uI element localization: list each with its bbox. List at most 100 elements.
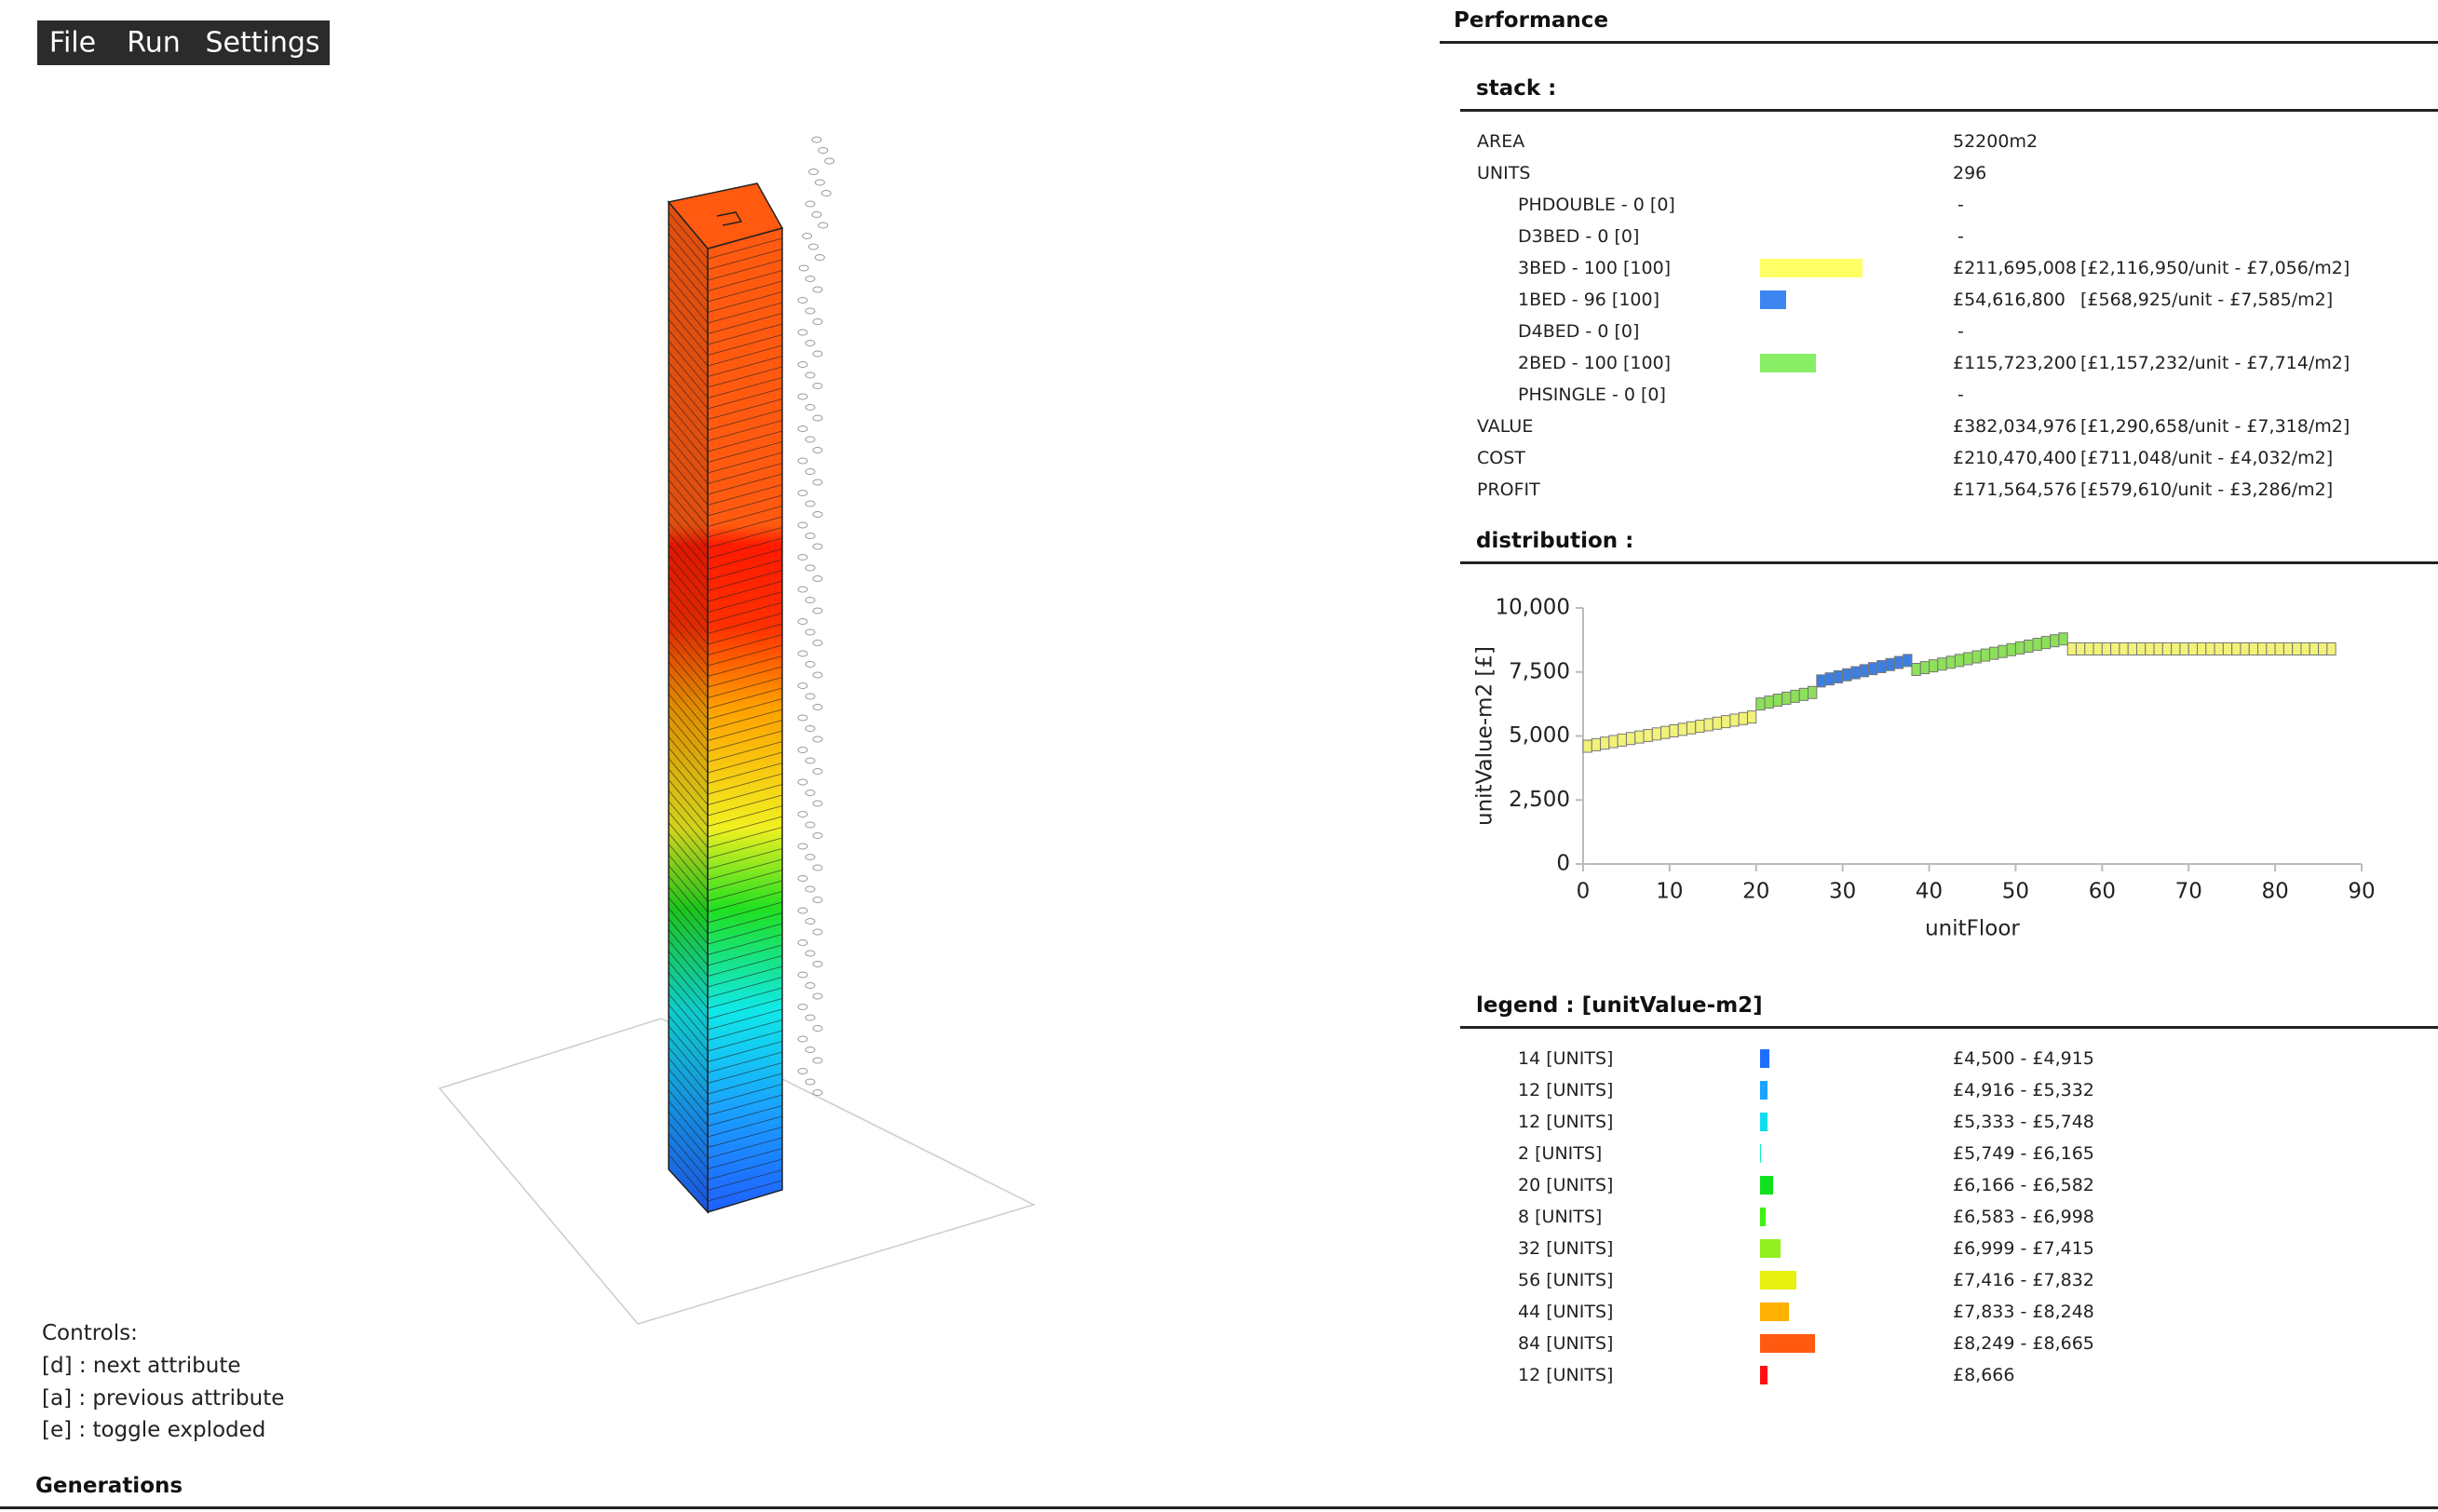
legend-range: £7,833 - £8,248: [1953, 1302, 2094, 1322]
floor-line: [668, 415, 783, 463]
floor-line: [668, 1036, 783, 1084]
floor-tag: [805, 982, 816, 989]
floor-line: [668, 458, 783, 506]
floor-tag: [812, 1057, 823, 1064]
floor-line: [668, 351, 783, 398]
floor-line: [668, 972, 783, 1019]
x-tick-label: 90: [2348, 880, 2375, 904]
legend-count: 56 [UNITS]: [1518, 1270, 1614, 1290]
floor-line: [668, 1143, 783, 1191]
floor-tag: [811, 211, 822, 218]
floor-line: [668, 276, 783, 324]
floor-line: [668, 437, 783, 484]
point: [1833, 669, 1844, 683]
menu-item[interactable]: Run: [127, 26, 181, 60]
floor-line: [668, 875, 783, 924]
floor-tag: [797, 361, 808, 368]
row-label: AREA: [1477, 131, 1525, 152]
floor-line: [668, 404, 783, 452]
floor-line: [668, 608, 783, 655]
legend-range: £6,166 - £6,582: [1953, 1175, 2094, 1195]
point: [1963, 652, 1973, 666]
floor-tag: [812, 575, 823, 582]
point: [1651, 727, 1662, 741]
floor-tag: [812, 736, 823, 743]
point: [1686, 721, 1697, 735]
legend-range: £4,916 - £5,332: [1953, 1080, 2094, 1100]
point: [2179, 642, 2189, 655]
point: [2014, 641, 2025, 655]
floor-tag: [812, 447, 823, 453]
floor-line: [668, 951, 783, 998]
generations-rule: [0, 1506, 2438, 1509]
floor-line: [668, 832, 783, 881]
floor-line: [668, 768, 783, 817]
unit-type-label: PHSINGLE - 0 [0]: [1518, 385, 1666, 405]
floor-line: [668, 501, 783, 548]
floor-line: [668, 1089, 783, 1138]
floor-line: [668, 886, 783, 934]
point: [1980, 648, 1991, 662]
floor-tag: [805, 1078, 816, 1086]
legend-bar: [1760, 1366, 1768, 1384]
control-hint: [a] : previous attribute: [42, 1385, 285, 1411]
floor-line: [668, 340, 783, 388]
point: [1746, 710, 1757, 724]
point: [2127, 642, 2137, 655]
legend-count: 44 [UNITS]: [1518, 1302, 1614, 1322]
x-tick-label: 10: [1656, 880, 1683, 904]
floor-tag: [808, 169, 819, 175]
point: [2024, 639, 2034, 653]
floor-line: [668, 747, 783, 795]
point: [2187, 642, 2199, 655]
point: [2032, 638, 2042, 652]
floor-tag: [797, 586, 808, 593]
point: [1729, 713, 1740, 727]
unit-type-detail: [£1,157,232/unit - £7,714/m2]: [2080, 353, 2350, 373]
point: [2075, 642, 2086, 655]
floor-line: [668, 1132, 783, 1181]
menu-item[interactable]: File: [48, 26, 97, 60]
floor-tag: [805, 757, 816, 764]
floor-tag: [812, 864, 823, 871]
x-tick-label: 40: [1916, 880, 1943, 904]
floor-tag: [805, 200, 816, 208]
floor-line: [668, 779, 783, 827]
unit-type-value: -: [1957, 321, 1964, 342]
point: [1885, 657, 1895, 671]
floor-tag: [797, 618, 808, 625]
floor-tag: [805, 854, 816, 860]
legend-bar: [1760, 1081, 1768, 1100]
point: [2153, 642, 2163, 655]
point: [2161, 642, 2173, 655]
floor-line: [668, 618, 783, 667]
floor-line: [668, 308, 783, 356]
floor-line: [668, 318, 783, 367]
floor-tag: [805, 790, 816, 796]
floor-line: [668, 554, 783, 602]
floor-line: [668, 629, 783, 677]
row-value: 296: [1953, 163, 1987, 183]
floor-tags: [797, 136, 835, 1096]
floor-tag: [812, 479, 823, 486]
point: [2084, 642, 2094, 655]
legend-range: £4,500 - £4,915: [1953, 1048, 2094, 1069]
x-tick-label: 0: [1577, 880, 1591, 904]
floor-line: [668, 1004, 783, 1052]
floor-tag: [797, 682, 808, 689]
floor-line: [668, 993, 783, 1041]
x-tick-label: 20: [1742, 880, 1769, 904]
floor-tag: [818, 147, 829, 154]
menu-item[interactable]: Settings: [205, 26, 320, 60]
viewport: [438, 136, 1036, 1325]
unit-type-value: -: [1957, 226, 1964, 247]
point: [2197, 642, 2207, 655]
floor-line: [668, 661, 783, 709]
point: [1669, 724, 1679, 737]
point: [2205, 642, 2215, 655]
point: [2292, 642, 2302, 655]
point: [2093, 642, 2103, 655]
point: [2266, 642, 2276, 655]
legend-count: 84 [UNITS]: [1518, 1333, 1614, 1354]
